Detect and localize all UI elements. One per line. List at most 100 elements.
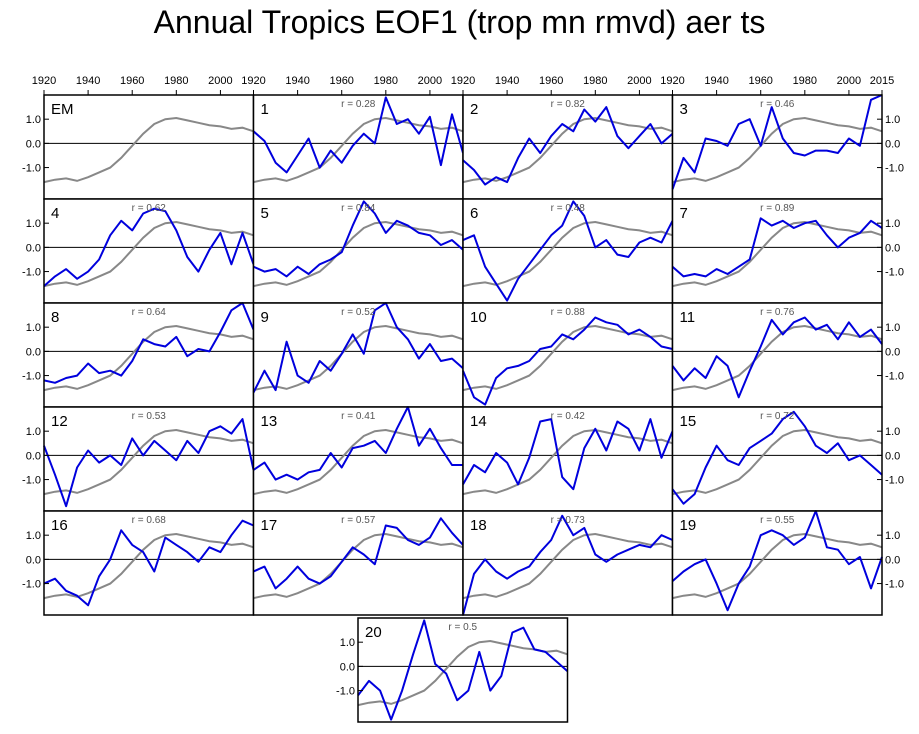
y-tick-label: -1.0 [22,163,41,175]
y-tick-label: 1.0 [26,426,41,438]
x-tick-label: 2000 [208,75,232,87]
ensemble-mean-line [672,324,883,392]
y-tick-label: -1.0 [22,371,41,383]
panel-label: 10 [470,309,487,326]
panel-12: 12 r = 0.53 1.0 0.0 -1.0 [22,406,255,512]
panel-background [253,95,463,199]
panel-18: 18 r = 0.73 [462,510,674,616]
panel-14: 14 r = 0.42 [462,406,674,512]
panel-4: 4 r = 0.62 1.0 0.0 -1.0 [22,198,255,304]
panel-label: 6 [470,205,478,222]
member-line [671,316,883,399]
y-tick-label: -1.0 [885,475,904,487]
panel-1: 1 r = 0.28 1920 1940 1960 1980 2000 [241,75,464,200]
panel-label: 15 [680,413,697,430]
member-line [253,517,464,590]
x-tick-label: 1940 [704,75,728,87]
panel-16: 16 r = 0.68 1.0 0.0 -1.0 [22,510,255,616]
correlation-label: r = 0.57 [341,515,376,526]
ensemble-mean-line [462,428,673,496]
correlation-label: r = 0.55 [760,515,795,526]
y-tick-label: -1.0 [22,267,41,279]
x-tick-label: 1920 [660,75,684,87]
member-line [462,316,673,406]
panel-20: 20 r = 0.5 1.0 0.0 -1.0 [336,617,569,723]
correlation-label: r = 0.46 [760,99,795,110]
ensemble-mean-line [672,116,883,184]
x-tick-label: 2000 [418,75,442,87]
ensemble-mean-line [462,220,673,288]
panel-label: 2 [470,101,478,118]
x-tick-label: 1940 [285,75,309,87]
y-tick-label: 0.0 [26,138,41,150]
panel-label: 11 [680,309,696,326]
correlation-label: r = 0.89 [760,203,795,214]
member-line [252,302,464,393]
panel-background [253,303,463,407]
panel-label: 8 [51,309,59,326]
ensemble-mean-line [672,428,883,496]
y-tick-label: 1.0 [340,637,355,649]
panel-background [672,95,882,199]
correlation-label: r = 0.76 [760,307,795,318]
y-tick-label: 0.0 [885,138,900,150]
correlation-label: r = 0.84 [341,203,376,214]
panel-8: 8 r = 0.64 1.0 0.0 -1.0 [22,302,255,408]
panel-label: EM [51,101,74,118]
x-tick-label: 1960 [120,75,144,87]
y-tick-label: -1.0 [336,686,355,698]
member-line [43,418,255,508]
ensemble-mean-line [462,532,673,600]
y-tick-label: 0.0 [885,346,900,358]
panel-13: 13 r = 0.41 [252,406,464,512]
x-tick-label: 1960 [539,75,563,87]
x-tick-label: 1960 [329,75,353,87]
panel-label: 12 [51,413,68,430]
x-tick-label: 2015 [870,75,894,87]
x-tick-label: 1920 [451,75,475,87]
member-line [462,106,674,186]
x-tick-label: 1920 [32,75,56,87]
y-tick-label: 0.0 [26,554,41,566]
y-tick-label: -1.0 [22,579,41,591]
y-tick-label: 0.0 [885,242,900,254]
panel-background [672,303,882,407]
member-line [252,406,463,481]
panel-frame [357,617,569,723]
panel-label: 9 [261,309,269,326]
y-tick-label: 0.0 [26,450,41,462]
y-tick-label: 1.0 [885,530,900,542]
ensemble-mean-line [253,116,464,184]
y-tick-label: 0.0 [26,346,41,358]
member-line [671,217,883,278]
ensemble-mean-line [253,324,464,392]
y-tick-label: 1.0 [885,426,900,438]
panel-5: 5 r = 0.84 [252,198,464,304]
y-tick-label: 0.0 [885,450,900,462]
panel-background [463,303,673,407]
member-line [43,519,254,607]
y-tick-label: 1.0 [26,218,41,230]
panel-3: 3 r = 0.46 1.0 0.0 -1.0 1920 1940 1960 1980 2000 2… [660,75,904,200]
member-line [462,514,673,616]
panel-background [672,199,882,303]
panel-9: 9 r = 0.52 [252,302,464,408]
correlation-label: r = 0.64 [132,307,167,318]
member-line [671,510,883,612]
y-tick-label: -1.0 [22,475,41,487]
y-tick-label: 1.0 [26,322,41,334]
y-tick-label: -1.0 [885,579,904,591]
member-line [462,200,674,302]
ensemble-mean-line [672,220,883,288]
x-tick-label: 1960 [748,75,772,87]
x-tick-label: 1940 [495,75,519,87]
ensemble-mean-line [43,116,254,184]
y-tick-label: 1.0 [885,218,900,230]
x-tick-label: 1980 [583,75,607,87]
panel-background [44,407,254,511]
panel-label: 14 [470,413,487,430]
panel-11: 11 r = 0.76 1.0 0.0 -1.0 [671,302,904,408]
panel-label: 19 [680,517,697,534]
member-line [671,94,883,190]
panel-label: 4 [51,205,59,222]
